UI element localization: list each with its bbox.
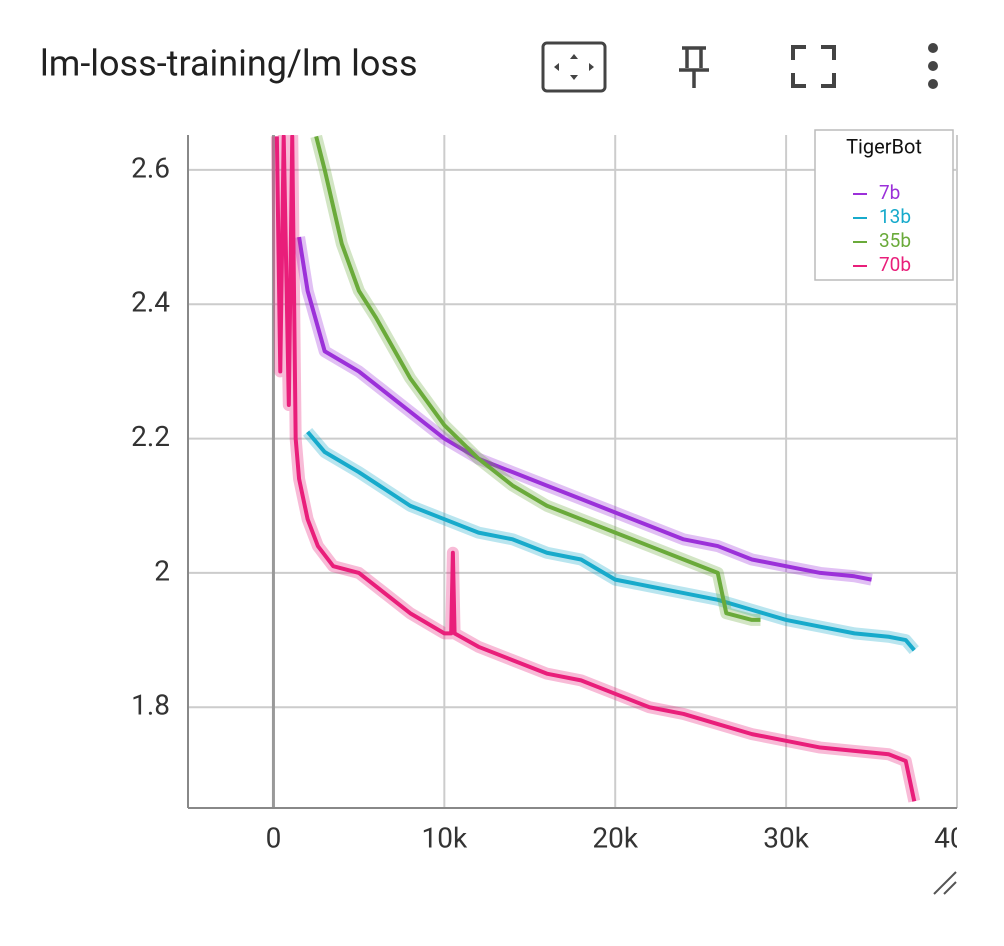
fit-domain-button[interactable] bbox=[541, 41, 607, 93]
legend-title: TigerBot bbox=[846, 134, 922, 158]
x-tick-label: 30k bbox=[763, 821, 809, 854]
grid bbox=[188, 135, 958, 808]
x-tick-label: 10k bbox=[421, 821, 467, 854]
legend-box bbox=[814, 129, 954, 281]
y-tick-label: 1.8 bbox=[131, 689, 170, 722]
y-tick-label: 2.2 bbox=[131, 420, 170, 453]
y-tick-label: 2 bbox=[154, 554, 170, 587]
x-tick-labels: 0 10k 20k 30k 40k bbox=[266, 821, 980, 854]
series-halo bbox=[303, 427, 919, 655]
fullscreen-button[interactable] bbox=[791, 45, 836, 88]
axes: 1.8 2 2.2 2.4 2.6 bbox=[131, 135, 957, 809]
y-tick-label: 2.4 bbox=[131, 286, 170, 319]
legend-label: 35b bbox=[879, 229, 911, 252]
series-line bbox=[306, 430, 916, 652]
series-line bbox=[297, 236, 872, 582]
x-tick-label: 0 bbox=[266, 821, 282, 854]
x-tick-label: 20k bbox=[592, 821, 638, 854]
resize-handle[interactable] bbox=[933, 871, 957, 895]
series-line bbox=[314, 135, 761, 622]
chart-title: lm-loss-training/lm loss bbox=[40, 43, 418, 85]
x-tick-label: 40k bbox=[934, 821, 980, 854]
series-line bbox=[274, 135, 917, 802]
legend-label: 13b bbox=[879, 205, 911, 228]
plot-lines bbox=[270, 135, 921, 803]
legend-label: 7b bbox=[879, 181, 900, 204]
y-tick-label: 2.6 bbox=[131, 151, 170, 184]
legend-label: 70b bbox=[879, 253, 911, 276]
more-button[interactable] bbox=[928, 43, 938, 89]
pin-button[interactable] bbox=[679, 46, 709, 88]
